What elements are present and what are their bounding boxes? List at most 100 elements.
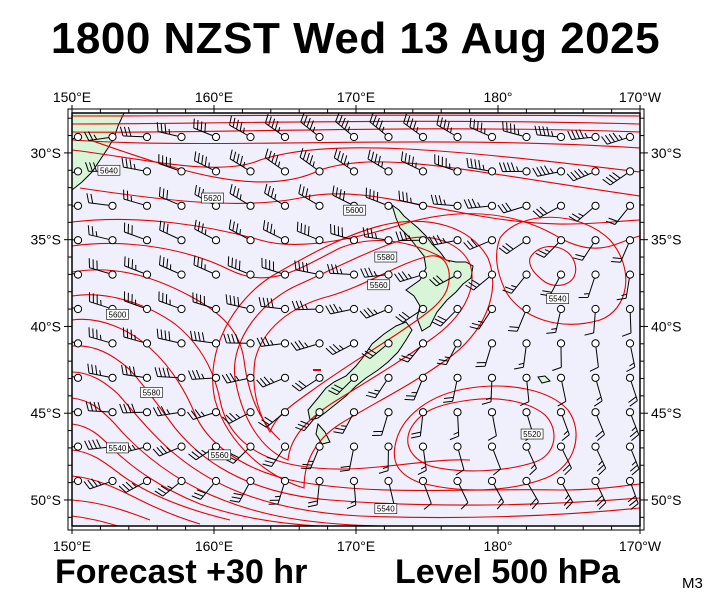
- wind-barb: [429, 270, 462, 287]
- wind-barb: [605, 201, 635, 225]
- wind-barb: [72, 442, 83, 451]
- wind-barb: [261, 257, 290, 279]
- stewart-island: [315, 422, 331, 445]
- wind-barb: [611, 236, 635, 263]
- wind-barb: [72, 201, 83, 210]
- lat-tick-label-left: 40°S: [30, 318, 61, 334]
- wind-barb: [258, 296, 290, 314]
- wind-barb: [601, 132, 635, 145]
- lon-tick-label-bottom: 160°E: [195, 538, 233, 554]
- wind-barb: [72, 373, 83, 382]
- wind-barb: [498, 236, 531, 255]
- wind-barb: [335, 113, 359, 142]
- wind-barb: [573, 236, 600, 261]
- wind-barb: [222, 408, 255, 424]
- wind-barb: [229, 115, 255, 142]
- wind-barb: [469, 304, 497, 330]
- contour-line: [529, 245, 577, 286]
- wind-barb: [227, 256, 255, 279]
- wind-barb: [591, 373, 603, 407]
- wind-barb: [72, 270, 83, 279]
- wind-barb: [568, 201, 600, 222]
- contour-label: 5520: [520, 428, 544, 440]
- contour-label: 5620: [201, 192, 224, 204]
- wind-barb: [616, 270, 635, 301]
- wind-barb: [589, 339, 600, 372]
- lon-tick-label-bottom: 180°: [484, 538, 513, 554]
- contour-label: 5560: [367, 279, 391, 291]
- wind-barb: [188, 369, 221, 382]
- wind-barb: [325, 339, 359, 356]
- wind-barb: [298, 184, 324, 210]
- contour-line: [72, 240, 451, 279]
- contour-label: 5540: [374, 503, 398, 514]
- wind-barb: [225, 294, 255, 314]
- svg-text:5540: 5540: [549, 295, 567, 304]
- wind-barb: [119, 403, 152, 417]
- wind-barb: [625, 339, 636, 373]
- wind-barb: [378, 442, 393, 474]
- wind-barb: [224, 442, 255, 464]
- contour-label: 5540: [546, 293, 569, 304]
- wind-barb: [72, 476, 83, 486]
- wind-barb: [339, 442, 359, 472]
- contour-line: [72, 120, 640, 125]
- wind-barb: [498, 162, 531, 176]
- lat-tick-label-right: 30°S: [651, 145, 682, 161]
- svg-text:5520: 5520: [523, 430, 541, 439]
- wind-barb: [158, 291, 186, 314]
- wind-barb: [290, 339, 324, 351]
- wind-barb: [229, 149, 255, 176]
- page-title: 1800 NZST Wed 13 Aug 2025: [50, 14, 661, 63]
- wind-barb: [295, 408, 324, 432]
- model-code: M3: [682, 575, 703, 592]
- wind-barb: [327, 263, 359, 279]
- contour-line: [72, 128, 640, 133]
- wind-barb: [256, 373, 290, 388]
- wind-barb: [395, 304, 428, 323]
- chatham-islands: [537, 375, 551, 384]
- wind-barb: [264, 148, 290, 176]
- wind-barb: [556, 442, 572, 476]
- contour-line: [212, 220, 494, 489]
- contour-line: [72, 397, 381, 526]
- wind-barb: [123, 189, 152, 210]
- lon-tick-label-bottom: 150°E: [53, 538, 91, 554]
- svg-text:5560: 5560: [211, 451, 229, 460]
- wind-barb: [85, 401, 117, 417]
- wind-barb: [487, 442, 502, 476]
- wind-barb: [556, 408, 570, 441]
- wind-barb: [268, 476, 290, 505]
- svg-text:5540: 5540: [109, 444, 127, 453]
- lat-tick-label-right: 40°S: [651, 318, 682, 334]
- wind-barb: [465, 270, 497, 291]
- wind-barb: [194, 219, 221, 245]
- wind-barb: [72, 339, 83, 348]
- wind-barb: [192, 292, 221, 314]
- lon-tick-label-top: 160°E: [195, 89, 233, 105]
- wind-barb: [193, 118, 221, 142]
- wind-barb: [443, 373, 462, 403]
- contour-line: [72, 449, 231, 521]
- north-island: [391, 203, 474, 332]
- wind-barb: [398, 190, 428, 210]
- wind-barb: [346, 476, 359, 510]
- wind-barb: [123, 291, 152, 314]
- wind-barb: [552, 339, 566, 371]
- wind-barb: [307, 476, 324, 508]
- wind-barb: [502, 270, 531, 294]
- wind-barb: [372, 408, 393, 436]
- wind-barb: [430, 194, 462, 210]
- contour-line: [407, 398, 555, 472]
- wind-barb: [154, 367, 186, 382]
- wind-barb: [264, 183, 290, 210]
- wind-barb: [121, 157, 152, 176]
- wind-barb: [300, 113, 324, 142]
- wind-barb: [417, 442, 428, 476]
- wind-barb: [152, 406, 186, 417]
- wind-barb: [481, 373, 497, 405]
- wind-barb: [158, 186, 186, 210]
- wind-barb: [534, 125, 566, 142]
- wind-barb: [154, 476, 186, 497]
- level-label: Level 500 hPa: [395, 553, 620, 591]
